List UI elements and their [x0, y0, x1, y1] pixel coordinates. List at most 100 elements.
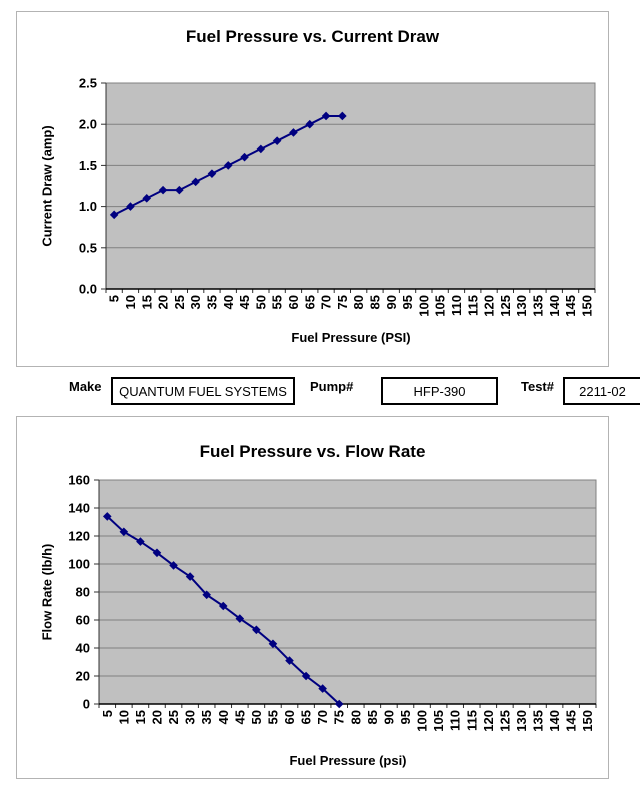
x-tick-label: 60: [282, 710, 297, 724]
x-tick-label: 35: [204, 295, 219, 309]
x-tick-label: 30: [188, 295, 203, 309]
x-tick-label: 85: [365, 710, 380, 724]
data-point-marker: [240, 152, 249, 162]
x-tick-label: 140: [547, 710, 562, 732]
data-point-marker: [119, 527, 129, 537]
data-point-marker: [252, 625, 261, 635]
x-axis-title: Fuel Pressure (PSI): [291, 330, 411, 345]
x-tick-label: 115: [465, 295, 480, 316]
y-tick-label: 1.5: [79, 158, 97, 173]
data-point-marker: [136, 537, 145, 546]
pump-number-label: Pump#: [310, 379, 354, 394]
y-axis-title: Current Draw (amp): [39, 125, 55, 247]
data-point-marker: [268, 639, 278, 649]
x-tick-label: 150: [579, 295, 594, 317]
y-tick-label: 80: [76, 585, 90, 600]
data-point-marker: [338, 111, 347, 121]
x-tick-label: 145: [564, 710, 579, 732]
x-tick-label: 90: [384, 295, 399, 309]
data-point-marker: [256, 144, 266, 154]
data-point-marker: [102, 512, 112, 521]
x-tick-label: 105: [431, 710, 446, 732]
x-tick-label: 145: [563, 295, 578, 317]
data-point-marker: [152, 548, 162, 558]
y-tick-label: 2.5: [79, 76, 97, 91]
x-tick-label: 45: [237, 295, 252, 309]
x-tick-label: 110: [448, 710, 463, 731]
y-tick-label: 40: [76, 641, 90, 656]
x-tick-label: 90: [381, 710, 396, 724]
x-tick-label: 15: [139, 295, 154, 309]
data-point-marker: [175, 185, 184, 195]
x-tick-label: 70: [315, 710, 330, 724]
y-tick-label: 2.0: [79, 117, 97, 132]
x-tick-label: 120: [481, 710, 496, 732]
data-point-marker: [207, 169, 217, 178]
x-tick-label: 70: [319, 295, 334, 309]
y-tick-label: 100: [68, 557, 90, 572]
y-tick-label: 140: [68, 501, 90, 516]
data-point-marker: [191, 177, 200, 187]
x-tick-label: 115: [464, 710, 479, 731]
x-tick-label: 125: [498, 295, 513, 317]
chart-canvas: 0.00.51.01.52.02.55 10 15 20 25 30 35 40 45 50 55 6…: [79, 76, 596, 317]
data-point-marker: [272, 136, 282, 145]
x-tick-label: 40: [221, 295, 236, 309]
y-tick-label: 60: [76, 613, 90, 628]
y-tick-label: 0: [83, 697, 90, 712]
data-point-marker: [285, 656, 294, 665]
flow-rate-chart: 0 20 40 60 80 100 120 140 160 5 10 15 20 25 30 35 40 45 50…: [16, 416, 609, 779]
x-tick-label: 60: [286, 295, 301, 309]
data-point-marker: [321, 111, 331, 121]
x-tick-label: 35: [199, 710, 214, 724]
chart-title: Fuel Pressure vs. Current Draw: [185, 27, 440, 46]
current-draw-chart: 0.0 0.5 1.0 1.5 2.0 2.5 5 10 15 20 25 30 35 40 45 50 55 6…: [16, 11, 609, 367]
flow-rate-plot-area: 0 20 40 60 80 100 120 140 160 5 10 15 20 25 30 35 40 45 50…: [17, 417, 608, 778]
x-tick-label: 105: [433, 295, 448, 317]
data-point-marker: [142, 194, 152, 203]
x-tick-label: 80: [351, 295, 366, 309]
data-point-marker: [109, 210, 119, 220]
data-point-marker: [223, 161, 233, 170]
x-tick-label: 95: [398, 710, 413, 724]
x-tick-label: 5: [107, 295, 122, 302]
x-tick-label: 85: [367, 295, 382, 309]
x-tick-label: 80: [348, 710, 363, 724]
x-tick-label: 50: [249, 710, 264, 724]
x-tick-label: 25: [166, 710, 181, 724]
x-tick-label: 30: [183, 710, 198, 724]
data-point-marker: [169, 561, 178, 570]
data-point-marker: [158, 185, 168, 195]
y-tick-label: 1.0: [79, 199, 97, 214]
x-tick-label: 75: [335, 295, 350, 309]
x-tick-label: 100: [415, 710, 430, 732]
x-tick-label: 65: [302, 295, 317, 309]
y-tick-label: 20: [76, 669, 90, 684]
x-tick-label: 120: [482, 295, 497, 317]
make-field[interactable]: QUANTUM FUEL SYSTEMS: [111, 377, 295, 405]
x-tick-label: 125: [497, 710, 512, 732]
x-tick-label: 10: [116, 710, 131, 724]
chart-title: Fuel Pressure vs. Flow Rate: [199, 442, 426, 461]
data-point-marker: [235, 614, 245, 623]
x-tick-label: 20: [156, 295, 171, 309]
current-draw-plot-area: 0.0 0.5 1.0 1.5 2.0 2.5 5 10 15 20 25 30 35 40 45 50 55 6…: [17, 12, 608, 366]
x-axis-title: Fuel Pressure (psi): [289, 753, 407, 768]
pump-number-field[interactable]: HFP-390: [381, 377, 498, 405]
x-tick-label: 150: [580, 710, 595, 732]
y-tick-label: 160: [68, 473, 90, 488]
x-tick-label: 50: [253, 295, 268, 309]
x-tick-label: 20: [149, 710, 164, 724]
x-tick-label: 65: [299, 710, 314, 724]
y-tick-label: 120: [68, 529, 90, 544]
data-point-marker: [305, 119, 315, 129]
x-tick-label: 130: [514, 295, 529, 317]
test-number-label: Test#: [521, 379, 554, 394]
x-tick-label: 100: [416, 295, 431, 317]
data-point-marker: [318, 684, 327, 693]
test-number-field[interactable]: 2211-02: [563, 377, 640, 405]
x-tick-label: 40: [216, 710, 231, 724]
y-axis-title: Flow Rate (lb/h): [39, 543, 55, 641]
